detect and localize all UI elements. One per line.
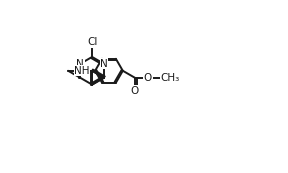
Text: O: O [144,73,152,83]
Text: O: O [131,86,139,96]
Text: N: N [76,59,84,69]
Text: NH: NH [74,66,90,76]
Text: Cl: Cl [87,37,97,47]
Text: CH₃: CH₃ [160,73,180,83]
Text: N: N [100,59,108,69]
